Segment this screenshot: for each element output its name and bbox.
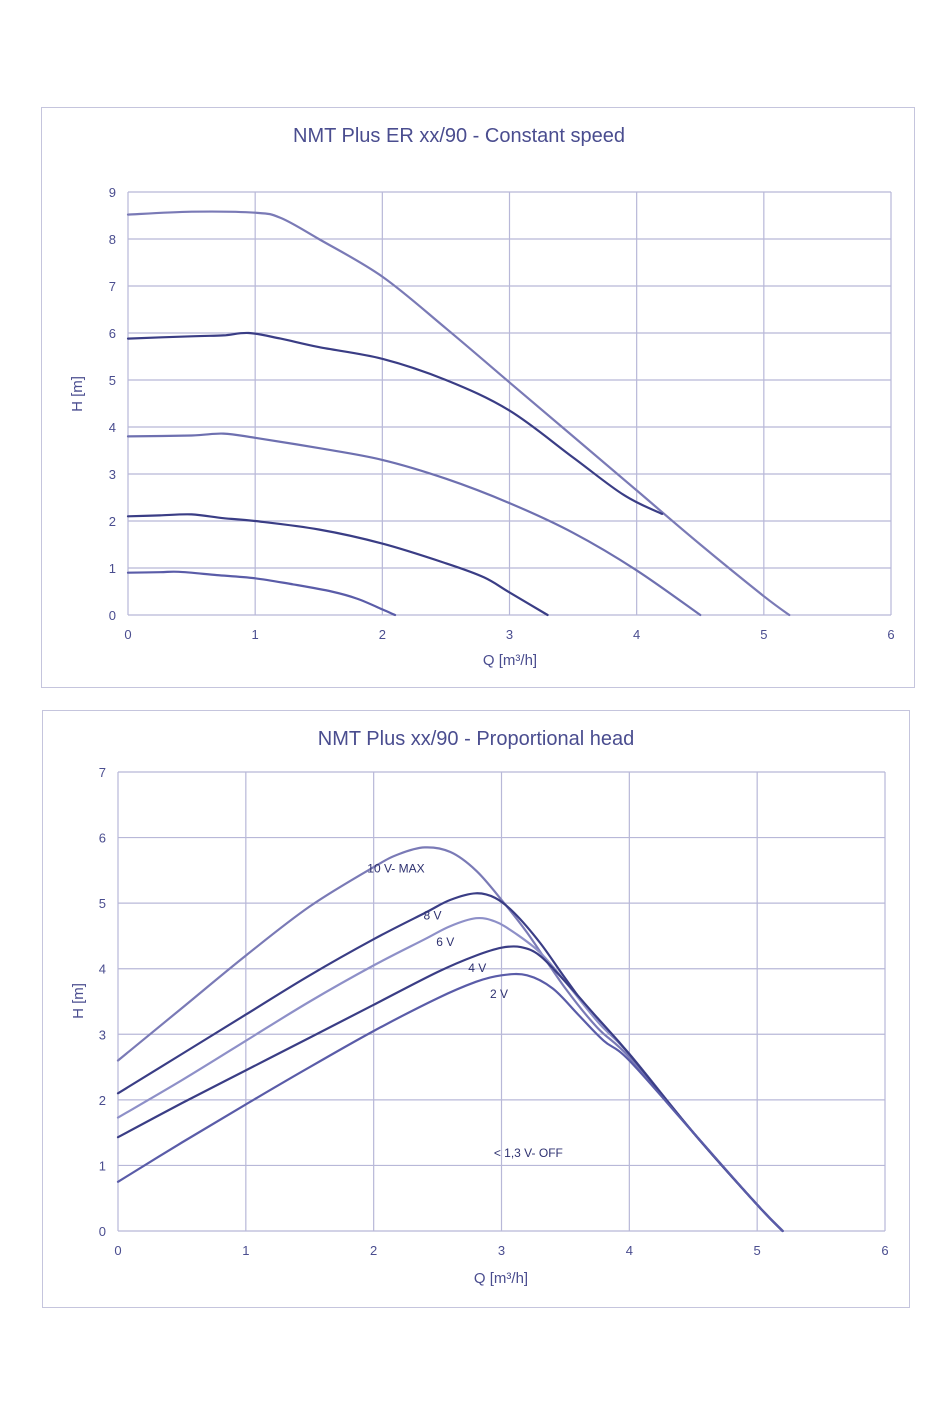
series-line	[126, 570, 397, 617]
chart-title: NMT Plus xx/90 - Proportional head	[318, 728, 634, 750]
curve-label: < 1,3 V- OFF	[494, 1146, 563, 1160]
series-line	[126, 331, 664, 515]
y-tick-label: 3	[109, 467, 116, 482]
y-tick-label: 0	[99, 1224, 106, 1239]
x-tick-label: 6	[887, 627, 894, 642]
constant-speed-chart-panel: NMT Plus ER xx/90 - Constant speed Q [m³…	[41, 107, 915, 688]
y-tick-label: 1	[109, 561, 116, 576]
y-axis-label: H [m]	[70, 983, 87, 1019]
y-tick-label: 8	[109, 232, 116, 247]
chart-title: NMT Plus ER xx/90 - Constant speed	[293, 125, 625, 147]
series-line	[126, 210, 791, 617]
curve-label: 6 V	[436, 935, 454, 949]
series-line	[116, 972, 784, 1233]
y-tick-label: 6	[109, 326, 116, 341]
y-tick-label: 3	[99, 1027, 106, 1042]
x-tick-label: 3	[506, 627, 513, 642]
x-tick-label: 4	[626, 1243, 633, 1258]
x-tick-label: 0	[124, 627, 131, 642]
curve-label: 10 V- MAX	[367, 861, 424, 875]
y-tick-label: 0	[109, 608, 116, 623]
x-axis-label: Q [m³/h]	[474, 1270, 528, 1287]
proportional-head-chart: NMT Plus xx/90 - Proportional head Q [m³…	[70, 728, 889, 1287]
x-tick-label: 0	[114, 1243, 121, 1258]
x-tick-label: 1	[242, 1243, 249, 1258]
curve-label: 2 V	[490, 987, 508, 1001]
x-tick-label: 4	[633, 627, 640, 642]
proportional-head-chart-panel: NMT Plus xx/90 - Proportional head Q [m³…	[42, 710, 910, 1308]
x-axis-label: Q [m³/h]	[483, 652, 537, 669]
series-line	[116, 846, 784, 1233]
x-tick-label: 3	[498, 1243, 505, 1258]
x-tick-label: 1	[252, 627, 259, 642]
x-tick-label: 5	[760, 627, 767, 642]
x-tick-label: 5	[754, 1243, 761, 1258]
x-tick-label: 2	[379, 627, 386, 642]
curve-label: 4 V	[468, 961, 486, 975]
series-line	[126, 513, 549, 617]
x-tick-label: 6	[881, 1243, 888, 1258]
x-tick-label: 2	[370, 1243, 377, 1258]
curve-label: 8 V	[424, 909, 442, 923]
y-tick-label: 7	[99, 765, 106, 780]
grid	[117, 771, 886, 1232]
y-tick-label: 2	[99, 1093, 106, 1108]
grid	[127, 191, 892, 616]
y-tick-label: 5	[109, 373, 116, 388]
y-tick-label: 5	[99, 896, 106, 911]
series-line	[116, 945, 784, 1233]
y-tick-label: 7	[109, 279, 116, 294]
y-tick-label: 6	[99, 831, 106, 846]
constant-speed-chart: NMT Plus ER xx/90 - Constant speed Q [m³…	[69, 125, 895, 669]
y-tick-label: 4	[99, 962, 106, 977]
y-tick-label: 9	[109, 185, 116, 200]
series-line	[126, 432, 702, 617]
y-tick-label: 1	[99, 1158, 106, 1173]
y-tick-label: 4	[109, 420, 116, 435]
y-axis-label: H [m]	[69, 376, 86, 412]
y-tick-label: 2	[109, 514, 116, 529]
